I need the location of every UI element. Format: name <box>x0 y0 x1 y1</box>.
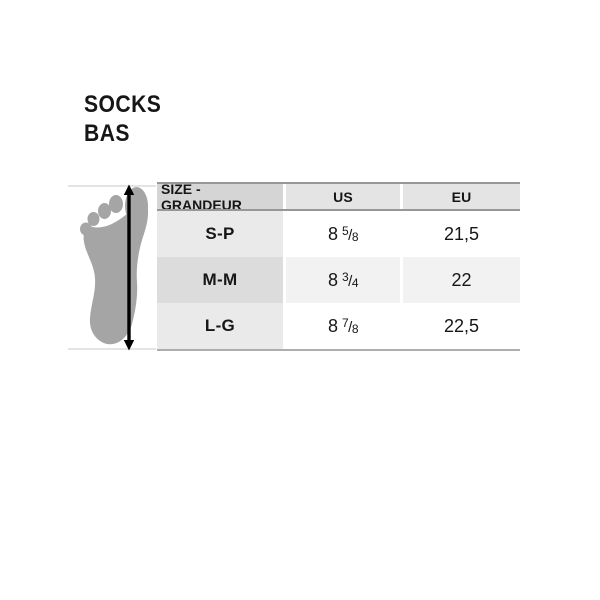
us-whole: 8 <box>327 223 338 244</box>
title-line-english: SOCKS <box>84 91 162 118</box>
fraction-denominator: 8 <box>351 229 359 244</box>
row-lg-eu-cell: 22,5 <box>403 303 520 349</box>
header-us: US <box>286 184 400 209</box>
page-title: SOCKS BAS <box>84 90 161 148</box>
fraction-slash: / <box>348 272 352 290</box>
length-arrow-icon <box>123 184 135 351</box>
foot-measurement-figure <box>68 184 156 351</box>
row-sp-size-cell: S-P <box>157 211 283 257</box>
fraction-numerator: 5 <box>341 223 349 238</box>
row-mm-us-cell: 8 3/4 <box>286 257 400 303</box>
fraction-numerator: 7 <box>341 315 349 330</box>
fraction-slash: / <box>348 226 352 244</box>
us-fraction: 3/4 <box>341 269 359 291</box>
row-lg-us-cell: 8 7/8 <box>286 303 400 349</box>
foot-silhouette <box>80 187 149 345</box>
row-mm-eu-cell: 22 <box>403 257 520 303</box>
fraction-slash: / <box>348 318 352 336</box>
fraction-denominator: 8 <box>351 321 359 336</box>
row-lg-size-cell: L-G <box>157 303 283 349</box>
fraction-denominator: 4 <box>351 275 359 290</box>
row-sp-us-cell: 8 5/8 <box>286 211 400 257</box>
header-divider <box>157 209 520 211</box>
us-whole: 8 <box>327 315 338 336</box>
us-fraction: 5/8 <box>341 223 359 245</box>
header-size: SIZE - GRANDEUR <box>157 184 283 209</box>
row-sp-eu-cell: 21,5 <box>403 211 520 257</box>
us-whole: 8 <box>327 269 338 290</box>
row-mm-size-cell: M-M <box>157 257 283 303</box>
title-line-french: BAS <box>84 120 130 147</box>
size-table: SIZE - GRANDEUR US EU S-P 8 5/8 21,5 M-M … <box>157 182 520 351</box>
us-fraction: 7/8 <box>341 315 359 337</box>
header-eu: EU <box>403 184 520 209</box>
fraction-numerator: 3 <box>341 269 349 284</box>
